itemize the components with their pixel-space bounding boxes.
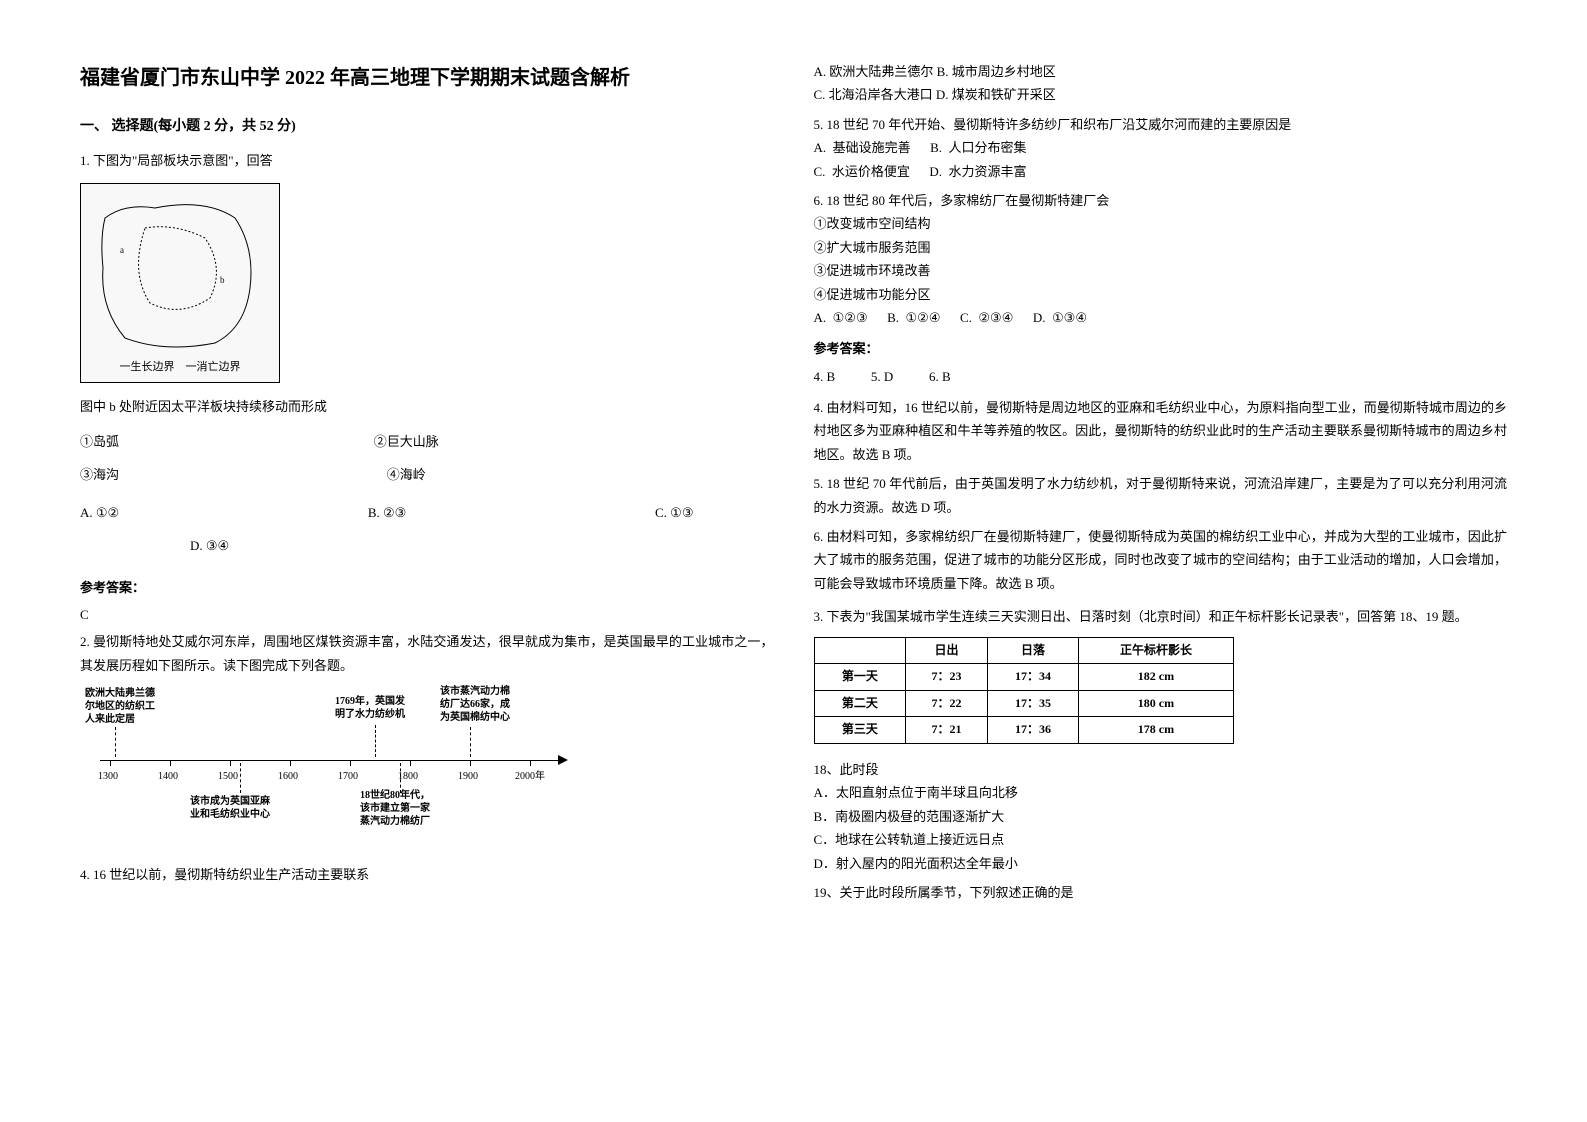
tl-note3-l2: 明了水力纺纱机 [335, 708, 405, 721]
tl-note3-l1: 1769年，英国发 [335, 695, 405, 708]
cell-shadow: 180 cm [1079, 690, 1233, 717]
q18-stem: 18、此时段 [814, 758, 1508, 781]
q1-choices-row2: ③海沟 ④海岭 [80, 463, 774, 486]
tl-note5-l2: 该市建立第一家 [360, 802, 430, 815]
tl-note5-l1: 18世纪80年代， [360, 789, 430, 802]
q6-choice3: ③促进城市环境改善 [814, 259, 1508, 282]
th-sunset: 日落 [987, 637, 1079, 664]
q1-answer: C [80, 603, 774, 626]
observation-table: 日出 日落 正午标杆影长 第一天 7：23 17：34 182 cm 第二天 7… [814, 637, 1234, 744]
year-1300: 1300 [98, 768, 118, 786]
tl-note4-l2: 纺厂达66家，成 [440, 698, 510, 711]
q1-text-after: 图中 b 处附近因太平洋板块持续移动而形成 [80, 395, 774, 418]
q6-stem: 6. 18 世纪 80 年代后，多家棉纺厂在曼彻斯特建厂会 [814, 189, 1508, 212]
cell-sunrise: 7：21 [906, 717, 987, 744]
q6-options: A. ①②③ B. ①②④ C. ②③④ D. ①③④ [814, 306, 1508, 329]
q5-stem: 5. 18 世纪 70 年代开始、曼彻斯特许多纺纱厂和织布厂沿艾威尔河而建的主要… [814, 113, 1508, 136]
plate-diagram-figure: a b 一生长边界 一消亡边界 [80, 183, 280, 383]
q18-optB: B．南极圈内极昼的范围逐渐扩大 [814, 805, 1508, 828]
th-sunrise: 日出 [906, 637, 987, 664]
table-row: 第二天 7：22 17：35 180 cm [814, 690, 1233, 717]
section-header: 一、 选择题(每小题 2 分，共 52 分) [80, 114, 774, 139]
year-1500: 1500 [218, 768, 238, 786]
tl-note4-l1: 该市蒸汽动力棉 [440, 685, 510, 698]
q6-exp5: 5. 18 世纪 70 年代前后，由于英国发明了水力纺纱机，对于曼彻斯特来说，河… [814, 472, 1508, 519]
cell-sunset: 17：35 [987, 690, 1079, 717]
cell-shadow: 178 cm [1079, 717, 1233, 744]
q1-choice4: ④海岭 [387, 463, 426, 486]
q6-choice1: ①改变城市空间结构 [814, 212, 1508, 235]
q1-choice2: ②巨大山脉 [374, 430, 439, 453]
cell-sunset: 17：34 [987, 664, 1079, 691]
svg-text:b: b [220, 275, 225, 285]
th-blank [814, 637, 906, 664]
cell-sunset: 17：36 [987, 717, 1079, 744]
cell-sunrise: 7：22 [906, 690, 987, 717]
plate-map-svg: a b [85, 188, 275, 358]
cell-shadow: 182 cm [1079, 664, 1233, 691]
cell-day: 第二天 [814, 690, 906, 717]
tl-note1-l3: 人来此定居 [85, 713, 155, 726]
tl-note4-l3: 为英国棉纺中心 [440, 711, 510, 724]
tl-note1-l2: 尔地区的纺织工 [85, 700, 155, 713]
year-1400: 1400 [158, 768, 178, 786]
figure-caption: 一生长边界 一消亡边界 [120, 358, 241, 378]
table-row: 第一天 7：23 17：34 182 cm [814, 664, 1233, 691]
q1-stem: 1. 下图为"局部板块示意图"，回答 [80, 149, 774, 172]
question-1: 1. 下图为"局部板块示意图"，回答 a b 一生长边界 一消亡边界 图中 b … [80, 149, 774, 557]
q6-answers: 4. B 5. D 6. B [814, 365, 1508, 388]
q18-optD: D．射入屋内的阳光面积达全年最小 [814, 852, 1508, 875]
svg-text:a: a [120, 245, 124, 255]
q5-optAB: A. 基础设施完善 B. 人口分布密集 [814, 136, 1508, 159]
q4-optCD: C. 北海沿岸各大港口 D. 煤炭和铁矿开采区 [814, 83, 1508, 106]
q6-exp4: 4. 由材料可知，16 世纪以前，曼彻斯特是周边地区的亚麻和毛纺织业中心，为原料… [814, 396, 1508, 466]
q1-choice1: ①岛弧 [80, 430, 119, 453]
year-1700: 1700 [338, 768, 358, 786]
q19-stem: 19、关于此时段所属季节，下列叙述正确的是 [814, 881, 1508, 904]
th-shadow: 正午标杆影长 [1079, 637, 1233, 664]
q4-stem: 4. 16 世纪以前，曼彻斯特纺织业生产活动主要联系 [80, 863, 774, 886]
question-2: 2. 曼彻斯特地处艾威尔河东岸，周围地区煤铁资源丰富，水陆交通发达，很早就成为集… [80, 630, 774, 853]
cell-day: 第一天 [814, 664, 906, 691]
q18-optA: A．太阳直射点位于南半球且向北移 [814, 781, 1508, 804]
q5-optCD: C. 水运价格便宜 D. 水力资源丰富 [814, 160, 1508, 183]
right-column: A. 欧洲大陆弗兰德尔 B. 城市周边乡村地区 C. 北海沿岸各大港口 D. 煤… [814, 60, 1508, 1062]
q6-choice2: ②扩大城市服务范围 [814, 236, 1508, 259]
tl-note1-l1: 欧洲大陆弗兰德 [85, 687, 155, 700]
q18-optC: C．地球在公转轨道上接近远日点 [814, 828, 1508, 851]
q6-answer-label: 参考答案： [814, 337, 1508, 360]
q6-exp6: 6. 由材料可知，多家棉纺织厂在曼彻斯特建厂，使曼彻斯特成为英国的棉纺织工业中心… [814, 525, 1508, 595]
year-1800: 1800 [398, 768, 418, 786]
year-1600: 1600 [278, 768, 298, 786]
tl-note5-l3: 蒸汽动力棉纺厂 [360, 815, 430, 828]
table-row: 第三天 7：21 17：36 178 cm [814, 717, 1233, 744]
q4-optAB: A. 欧洲大陆弗兰德尔 B. 城市周边乡村地区 [814, 60, 1508, 83]
tl-note2-l2: 业和毛纺织业中心 [190, 808, 270, 821]
q1-optB: B. ②③ [368, 501, 406, 524]
cell-day: 第三天 [814, 717, 906, 744]
left-column: 福建省厦门市东山中学 2022 年高三地理下学期期末试题含解析 一、 选择题(每… [80, 60, 774, 1062]
q2-stem: 2. 曼彻斯特地处艾威尔河东岸，周围地区煤铁资源丰富，水陆交通发达，很早就成为集… [80, 630, 774, 677]
q6-choice4: ④促进城市功能分区 [814, 283, 1508, 306]
q1-optA: A. ①② [80, 501, 119, 524]
tl-note2-l1: 该市成为英国亚麻 [190, 795, 270, 808]
document-title: 福建省厦门市东山中学 2022 年高三地理下学期期末试题含解析 [80, 60, 774, 96]
q1-optD: D. ③④ [190, 534, 774, 557]
q1-choice3: ③海沟 [80, 463, 119, 486]
q3-stem: 3. 下表为"我国某城市学生连续三天实测日出、日落时刻（北京时间）和正午标杆影长… [814, 605, 1508, 628]
q1-choices-row1: ①岛弧 ②巨大山脉 [80, 430, 774, 453]
timeline-figure: 欧洲大陆弗兰德 尔地区的纺织工 人来此定居 1769年，英国发 明了水力纺纱机 … [80, 685, 600, 845]
year-2000: 2000年 [515, 768, 545, 786]
table-header-row: 日出 日落 正午标杆影长 [814, 637, 1233, 664]
q1-options-row1: A. ①② B. ②③ C. ①③ [80, 501, 774, 524]
q1-answer-label: 参考答案： [80, 576, 774, 599]
cell-sunrise: 7：23 [906, 664, 987, 691]
year-1900: 1900 [458, 768, 478, 786]
q1-optC: C. ①③ [655, 501, 693, 524]
